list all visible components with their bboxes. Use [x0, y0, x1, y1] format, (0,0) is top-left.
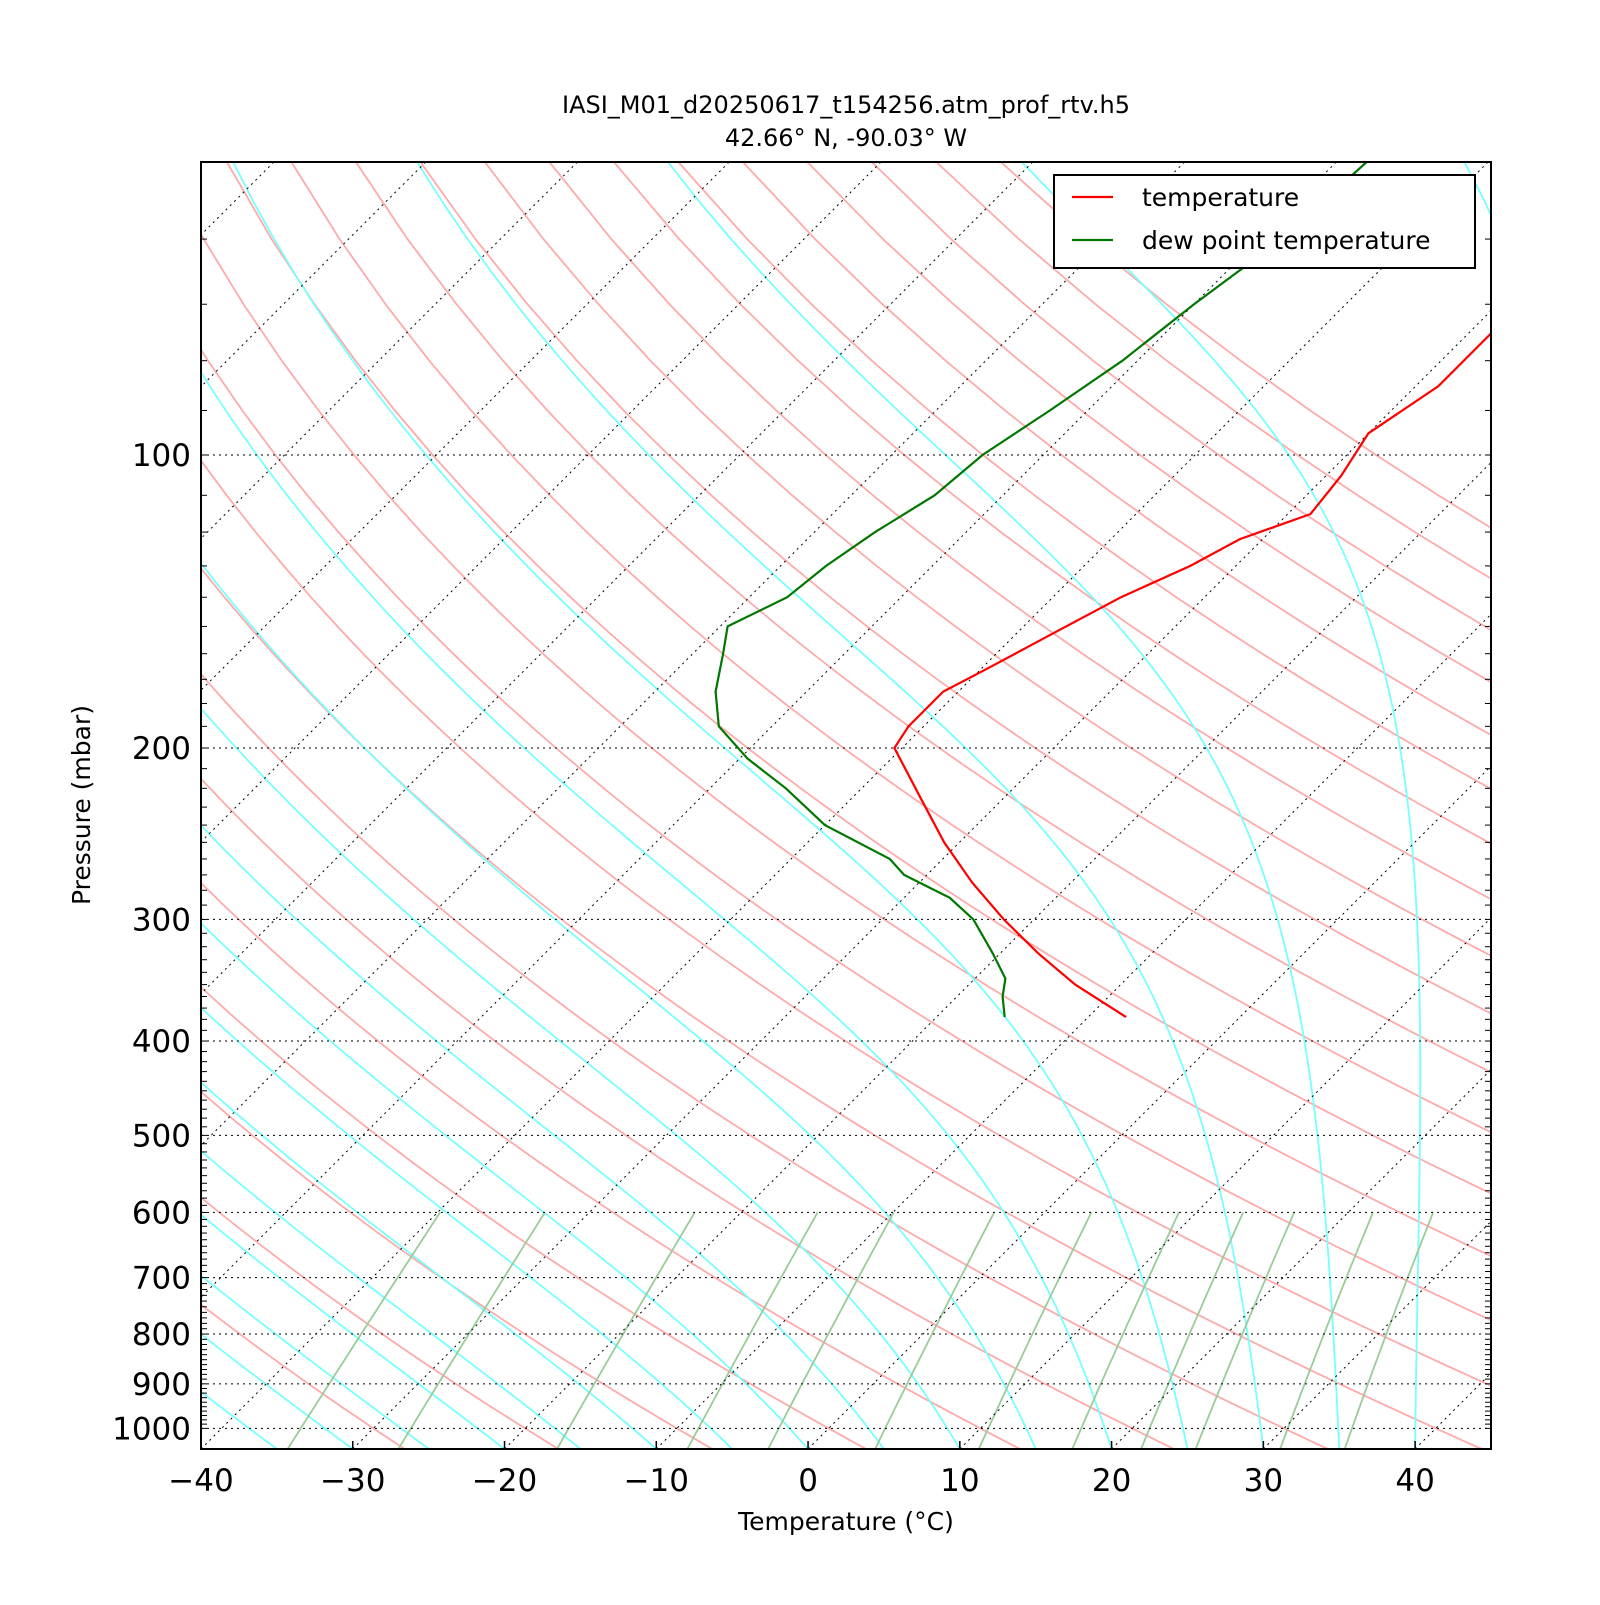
chart-title: IASI_M01_d20250617_t154256.atm_prof_rtv.…	[562, 91, 1130, 119]
isotherm-gridline	[960, 162, 1600, 1449]
dry-adiabat-line	[614, 162, 1600, 1449]
dry-adiabat-line	[291, 162, 1600, 1449]
x-axis-label: Temperature (°C)	[737, 1507, 954, 1536]
moist-adiabat-line	[0, 162, 353, 1449]
dry-adiabat-line	[162, 162, 1600, 1449]
mixing-ratio-line	[398, 1212, 545, 1449]
isotherm-gridline	[0, 162, 729, 1449]
isotherm-gridline	[1263, 162, 1600, 1449]
moist-adiabat-line	[0, 162, 884, 1449]
y-tick-label: 1000	[112, 1411, 191, 1447]
moist-adiabat-line	[94, 162, 1112, 1449]
y-tick-label: 400	[132, 1024, 191, 1060]
isotherm-gridline	[0, 162, 881, 1449]
isotherm-gridline	[0, 162, 274, 1449]
y-tick-label: 700	[132, 1261, 191, 1297]
mixing-ratio-line	[687, 1212, 817, 1449]
x-tick-label: 30	[1244, 1463, 1283, 1499]
dry-adiabat-line	[0, 162, 1482, 1449]
legend-label-dew-point: dew point temperature	[1142, 226, 1431, 255]
chart-subtitle: 42.66° N, -90.03° W	[725, 124, 967, 152]
dry-adiabat-line	[807, 162, 1600, 1449]
moist-adiabat-line	[0, 162, 808, 1449]
y-tick-label: 500	[132, 1118, 191, 1154]
mixing-ratio-line	[1280, 1212, 1373, 1449]
background-lines	[0, 162, 1600, 1449]
x-tick-label: −40	[168, 1463, 233, 1499]
moist-adiabat-line	[0, 162, 429, 1449]
mixing-ratio-line	[288, 1212, 441, 1449]
isotherm-gridline	[201, 162, 1488, 1449]
temperature-line	[894, 162, 1600, 1017]
dry-adiabat-line	[0, 162, 1174, 1449]
y-tick-label: 300	[132, 902, 191, 938]
y-tick-label: 900	[132, 1367, 191, 1403]
x-tick-label: 0	[798, 1463, 818, 1499]
isotherm-gridline	[1415, 162, 1600, 1449]
y-tick-label: 800	[132, 1317, 191, 1353]
dry-adiabat-line	[98, 162, 1600, 1449]
x-tick-label: 40	[1395, 1463, 1434, 1499]
x-tick-label: −30	[320, 1463, 385, 1499]
isotherm-gridline	[49, 162, 1336, 1449]
x-tick-label: 20	[1092, 1463, 1131, 1499]
data-series	[716, 162, 1600, 1017]
y-tick-label: 200	[132, 731, 191, 767]
y-axis-label: Pressure (mbar)	[67, 705, 96, 905]
x-tick-label: 10	[940, 1463, 979, 1499]
moist-adiabat-line	[233, 162, 1187, 1449]
y-axis-ticks: 100 200 300 400 500 600 700 800 900 1000	[112, 162, 1491, 1447]
dry-adiabat-line	[485, 162, 1600, 1449]
dry-adiabat-line	[0, 162, 712, 1449]
moist-adiabat-line	[0, 162, 277, 1449]
isotherm-gridline	[0, 162, 1033, 1449]
dry-adiabat-line	[1001, 162, 1600, 1449]
x-tick-label: −20	[472, 1463, 537, 1499]
dry-adiabat-line	[0, 162, 405, 1449]
moist-adiabat-line	[668, 162, 1339, 1449]
dry-adiabat-line	[549, 162, 1600, 1449]
dry-adiabat-line	[356, 162, 1600, 1449]
legend: temperature dew point temperature	[1054, 175, 1475, 268]
dry-adiabat-line	[0, 162, 866, 1449]
x-tick-label: −10	[624, 1463, 689, 1499]
y-tick-label: 100	[132, 438, 191, 474]
dry-adiabat-line	[743, 162, 1600, 1449]
dry-adiabat-line	[227, 162, 1600, 1449]
legend-label-temperature: temperature	[1142, 183, 1299, 212]
mixing-ratio-line	[1141, 1212, 1243, 1449]
plot-frame	[201, 162, 1491, 1449]
dry-adiabat-line	[936, 162, 1600, 1449]
isotherm-gridline	[808, 162, 1600, 1449]
moist-adiabat-line	[1464, 162, 1554, 1449]
isotherm-gridline	[353, 162, 1600, 1449]
moist-adiabat-line	[0, 162, 732, 1449]
isotherm-gridline	[0, 162, 1184, 1449]
mixing-ratio-line	[557, 1212, 695, 1449]
dry-adiabat-line	[0, 162, 1020, 1449]
mixing-ratio-line	[1196, 1212, 1295, 1449]
y-tick-label: 600	[132, 1195, 191, 1231]
mixing-ratio-line	[979, 1212, 1092, 1449]
mixing-ratio-line	[768, 1212, 894, 1449]
isotherm-gridline	[0, 162, 426, 1449]
